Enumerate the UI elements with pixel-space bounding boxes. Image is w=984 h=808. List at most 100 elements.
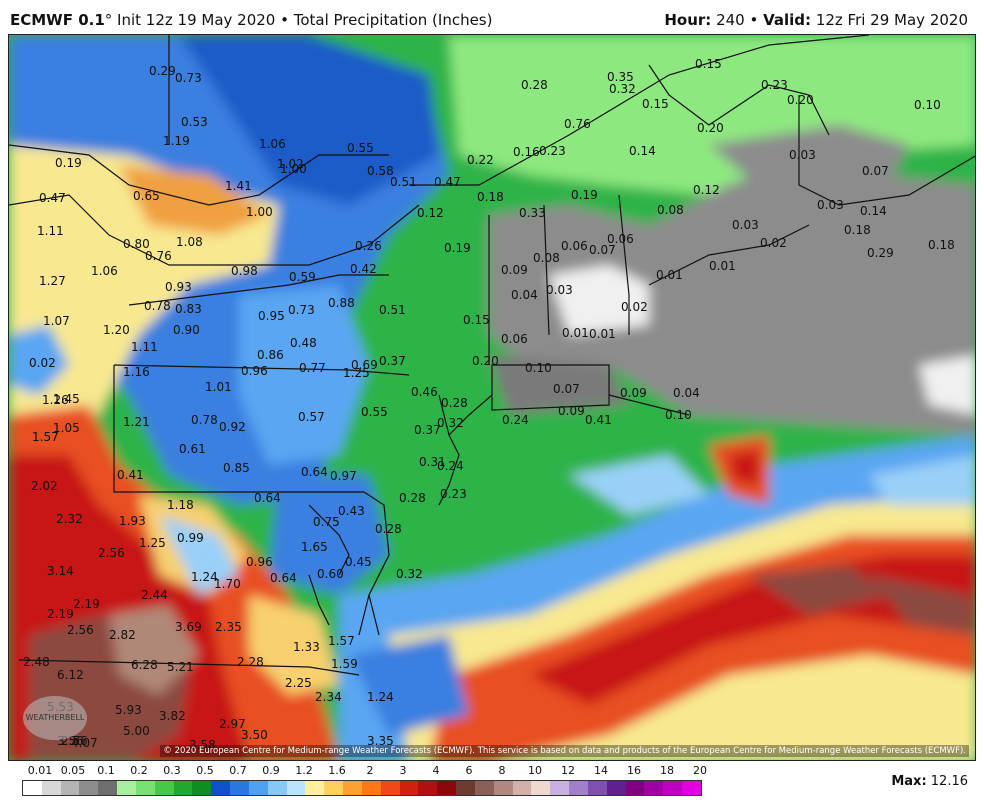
precip-value-label: 0.04 <box>673 386 700 400</box>
precip-value-label: 0.45 <box>345 555 372 569</box>
precip-value-label: 0.33 <box>519 206 546 220</box>
legend-swatch <box>192 781 212 795</box>
precip-value-label: 0.76 <box>145 249 172 263</box>
precip-value-label: 0.64 <box>254 491 281 505</box>
legend-swatch <box>531 781 551 795</box>
precip-value-label: 0.88 <box>328 296 355 310</box>
precip-value-label: 2.19 <box>73 597 100 611</box>
precip-value-label: 0.37 <box>379 354 406 368</box>
map-title: ECMWF 0.1° Init 12z 19 May 2020 • Total … <box>10 11 492 29</box>
precip-value-label: 1.16 <box>123 365 150 379</box>
precip-value-label: 1.05 <box>53 421 80 435</box>
precip-value-label: 0.75 <box>313 515 340 529</box>
precip-value-label: 0.29 <box>867 246 894 260</box>
watermark-text: WEATHERBELL <box>25 713 85 722</box>
precip-value-label: 2.25 <box>285 676 312 690</box>
precip-value-label: 0.85 <box>223 461 250 475</box>
precip-value-label: 3.14 <box>47 564 74 578</box>
precip-value-label: 5.93 <box>115 703 142 717</box>
precip-value-label: 0.20 <box>472 354 499 368</box>
precip-value-label: 0.93 <box>165 280 192 294</box>
precip-value-label: 0.14 <box>860 204 887 218</box>
precip-value-label: 0.24 <box>502 413 529 427</box>
precip-value-label: 0.09 <box>501 263 528 277</box>
precip-value-label: 2.35 <box>215 620 242 634</box>
precip-value-label: 1.02 <box>277 157 304 171</box>
legend-swatch <box>135 781 155 795</box>
precip-value-label: 0.95 <box>258 309 285 323</box>
precip-value-label: 2.19 <box>47 607 74 621</box>
precip-value-label: 0.53 <box>181 115 208 129</box>
precip-value-label: 0.28 <box>375 522 402 536</box>
precip-value-label: 1.25 <box>139 536 166 550</box>
max-number: 12.16 <box>930 774 968 789</box>
legend-tick-label: 4 <box>432 764 440 777</box>
legend-tick-label: 0.2 <box>130 764 148 777</box>
precip-value-label: 0.01 <box>709 259 736 273</box>
precip-value-label: 1.06 <box>259 137 286 151</box>
precip-value-label: 5.21 <box>167 660 194 674</box>
precip-value-label: 0.23 <box>539 144 566 158</box>
precip-value-label: 0.28 <box>399 491 426 505</box>
precip-value-label: 0.18 <box>928 238 955 252</box>
precip-value-label: 3.82 <box>159 709 186 723</box>
legend-tick-label: 0.05 <box>60 764 86 777</box>
precip-value-label: 0.06 <box>501 332 528 346</box>
precip-value-label: 0.18 <box>844 223 871 237</box>
precip-value-label: 1.93 <box>119 514 146 528</box>
precip-value-label: 0.01 <box>656 268 683 282</box>
precip-value-label: 1.33 <box>293 640 320 654</box>
precip-value-label: 1.07 <box>43 314 70 328</box>
precip-value-label: 0.07 <box>862 164 889 178</box>
precip-value-label: 0.98 <box>231 264 258 278</box>
precip-value-label: 2.82 <box>109 628 136 642</box>
legend-swatch <box>493 781 513 795</box>
precip-value-label: 1.57 <box>32 430 59 444</box>
precip-value-label: 0.03 <box>817 198 844 212</box>
precip-value-label: 0.73 <box>175 71 202 85</box>
legend-color-bar <box>22 780 702 796</box>
precip-value-label: 1.27 <box>39 274 66 288</box>
precip-value-label: 0.02 <box>621 300 648 314</box>
model-name: ECMWF 0.1 <box>10 11 105 29</box>
precip-value-label: 0.02 <box>760 236 787 250</box>
precip-value-label: 0.02 <box>29 356 56 370</box>
precip-value-label: 0.42 <box>350 262 377 276</box>
legend-swatch <box>606 781 626 795</box>
legend-swatch <box>248 781 268 795</box>
precip-value-label: 6.28 <box>131 658 158 672</box>
legend-swatch <box>663 781 682 795</box>
legend-swatch <box>60 781 80 795</box>
precip-value-label: 0.78 <box>191 413 218 427</box>
legend-tick-label: 0.01 <box>27 764 53 777</box>
legend-swatch <box>399 781 419 795</box>
precip-value-label: 0.83 <box>175 302 202 316</box>
precip-value-label: 0.96 <box>246 555 273 569</box>
precip-value-label: 0.06 <box>561 239 588 253</box>
legend-swatch <box>625 781 645 795</box>
precip-value-label: 1.19 <box>163 134 190 148</box>
precip-value-label: 6.12 <box>57 668 84 682</box>
precip-value-label: 0.51 <box>379 303 406 317</box>
precip-value-label: 0.08 <box>657 203 684 217</box>
precip-value-label: 1.06 <box>91 264 118 278</box>
precip-value-label: 5.00 <box>123 724 150 738</box>
precip-value-label: 2.56 <box>98 546 125 560</box>
precip-value-label: 1.45 <box>53 392 80 406</box>
precip-value-label: 3.35 <box>367 734 394 748</box>
precip-value-label: 0.58 <box>367 164 394 178</box>
precip-value-label: 1.41 <box>225 179 252 193</box>
legend-tick-label: 0.9 <box>262 764 280 777</box>
precip-value-label: 0.35 <box>607 70 634 84</box>
legend-swatch <box>41 781 61 795</box>
precip-value-label: 0.07 <box>589 243 616 257</box>
precip-value-label: 0.80 <box>123 237 150 251</box>
precip-value-label: 0.15 <box>642 97 669 111</box>
precip-value-label: 0.97 <box>330 469 357 483</box>
precip-value-label: 1.25 <box>343 366 370 380</box>
legend-tick-label: 1.6 <box>328 764 346 777</box>
legend-tick-label: 6 <box>465 764 473 777</box>
run-info: ° Init 12z 19 May 2020 • Total Precipita… <box>104 11 493 29</box>
precipitation-map[interactable]: 0.29 0.73 0.28 0.35 0.32 0.15 0.23 0.20 0.10 0.53… <box>8 34 976 761</box>
precip-value-label: 1.08 <box>176 235 203 249</box>
